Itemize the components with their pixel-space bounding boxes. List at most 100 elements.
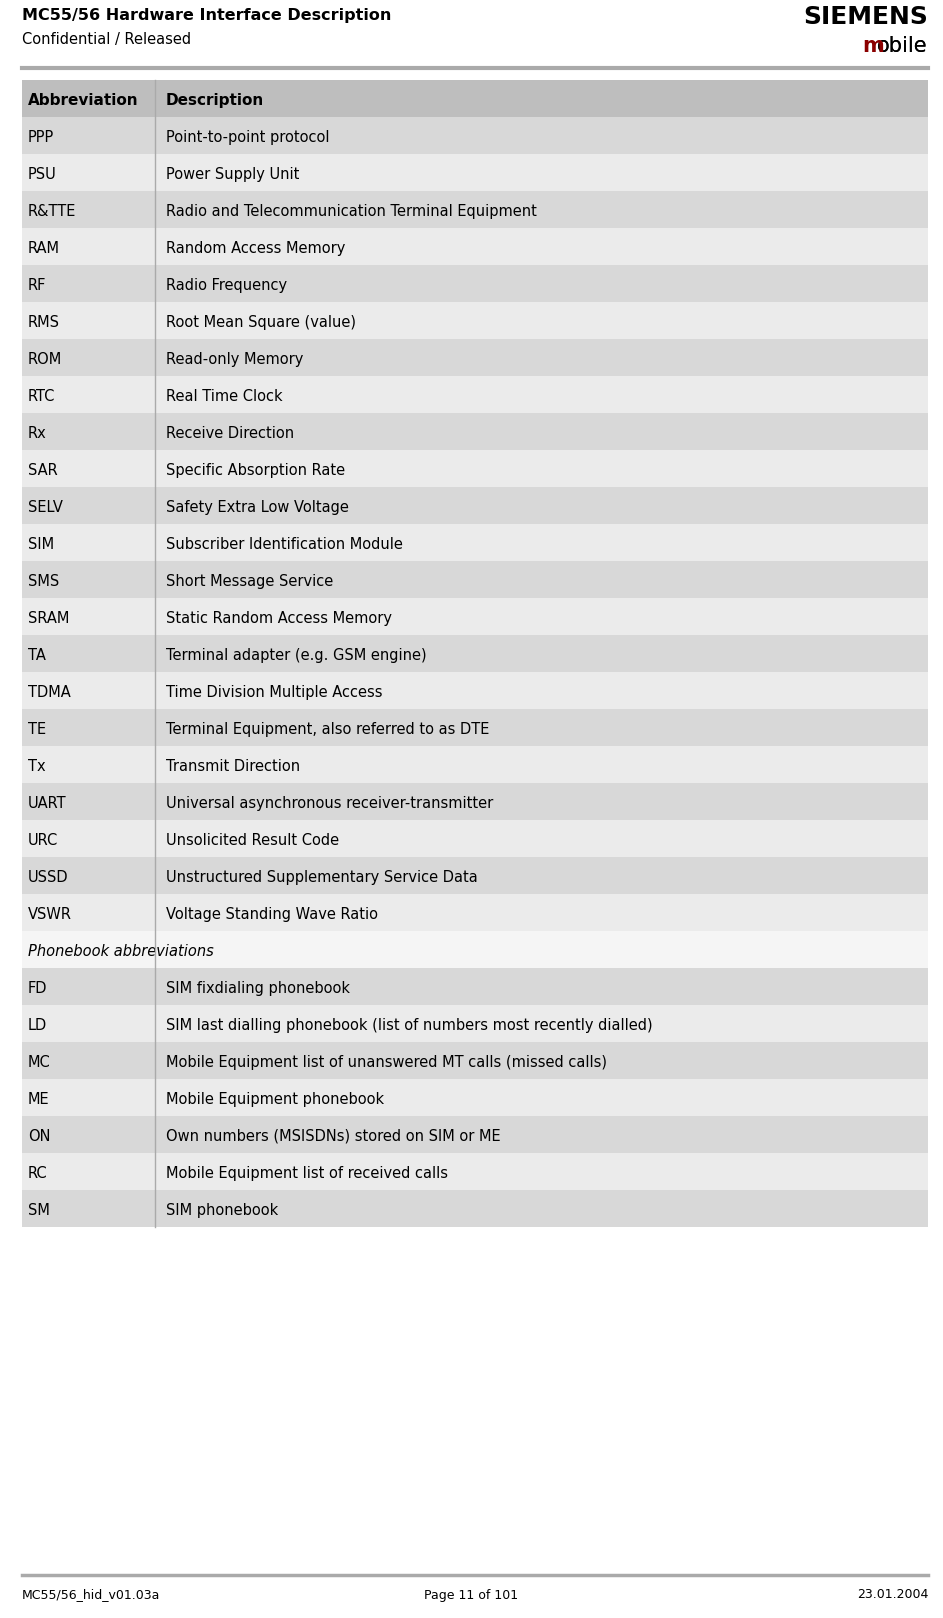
- Bar: [22, 450, 928, 487]
- Bar: [22, 634, 928, 671]
- Text: Tx: Tx: [28, 759, 45, 773]
- Text: Mobile Equipment list of received calls: Mobile Equipment list of received calls: [166, 1167, 448, 1181]
- Text: SMS: SMS: [28, 574, 59, 589]
- Bar: [22, 487, 928, 524]
- Text: obile: obile: [877, 36, 928, 57]
- Text: Unstructured Supplementary Service Data: Unstructured Supplementary Service Data: [166, 870, 478, 885]
- Text: ME: ME: [28, 1092, 50, 1107]
- Text: Safety Extra Low Voltage: Safety Extra Low Voltage: [166, 500, 349, 515]
- Text: Random Access Memory: Random Access Memory: [166, 241, 345, 256]
- Bar: [22, 1189, 928, 1226]
- Text: Universal asynchronous receiver-transmitter: Universal asynchronous receiver-transmit…: [166, 796, 493, 811]
- Text: TA: TA: [28, 647, 46, 663]
- Text: RMS: RMS: [28, 316, 60, 330]
- Text: SELV: SELV: [28, 500, 63, 515]
- Text: Unsolicited Result Code: Unsolicited Result Code: [166, 833, 339, 848]
- Text: SIM fixdialing phonebook: SIM fixdialing phonebook: [166, 981, 350, 995]
- Text: SIM: SIM: [28, 537, 54, 552]
- Text: TE: TE: [28, 722, 46, 736]
- Text: Abbreviation: Abbreviation: [28, 92, 139, 108]
- Bar: [22, 375, 928, 413]
- Text: SM: SM: [28, 1202, 50, 1218]
- Bar: [22, 968, 928, 1005]
- Bar: [22, 524, 928, 561]
- Text: Radio and Telecommunication Terminal Equipment: Radio and Telecommunication Terminal Equ…: [166, 204, 537, 218]
- Bar: [22, 783, 928, 820]
- Text: Mobile Equipment phonebook: Mobile Equipment phonebook: [166, 1092, 384, 1107]
- Text: Phonebook abbreviations: Phonebook abbreviations: [28, 943, 214, 959]
- Text: RTC: RTC: [28, 388, 56, 404]
- Bar: [22, 561, 928, 599]
- Text: Confidential / Released: Confidential / Released: [22, 32, 191, 47]
- Bar: [22, 154, 928, 191]
- Bar: [22, 671, 928, 709]
- Text: Root Mean Square (value): Root Mean Square (value): [166, 316, 356, 330]
- Text: Subscriber Identification Module: Subscriber Identification Module: [166, 537, 403, 552]
- Text: Receive Direction: Receive Direction: [166, 426, 294, 440]
- Bar: [22, 79, 928, 116]
- Text: Own numbers (MSISDNs) stored on SIM or ME: Own numbers (MSISDNs) stored on SIM or M…: [166, 1129, 501, 1144]
- Text: SRAM: SRAM: [28, 612, 70, 626]
- Bar: [22, 820, 928, 858]
- Text: VSWR: VSWR: [28, 906, 72, 922]
- Bar: [22, 930, 928, 968]
- Text: Point-to-point protocol: Point-to-point protocol: [166, 129, 329, 146]
- Text: RC: RC: [28, 1167, 48, 1181]
- Bar: [22, 1116, 928, 1154]
- Text: SIM phonebook: SIM phonebook: [166, 1202, 278, 1218]
- Text: RAM: RAM: [28, 241, 60, 256]
- Bar: [22, 1154, 928, 1189]
- Text: LD: LD: [28, 1018, 47, 1032]
- Bar: [22, 340, 928, 375]
- Bar: [22, 303, 928, 340]
- Bar: [22, 228, 928, 265]
- Text: Static Random Access Memory: Static Random Access Memory: [166, 612, 392, 626]
- Text: Mobile Equipment list of unanswered MT calls (missed calls): Mobile Equipment list of unanswered MT c…: [166, 1055, 607, 1069]
- Text: Power Supply Unit: Power Supply Unit: [166, 167, 299, 181]
- Bar: [22, 858, 928, 895]
- Text: MC: MC: [28, 1055, 51, 1069]
- Bar: [22, 599, 928, 634]
- Bar: [22, 1042, 928, 1079]
- Text: Specific Absorption Rate: Specific Absorption Rate: [166, 463, 345, 477]
- Text: SIM last dialling phonebook (list of numbers most recently dialled): SIM last dialling phonebook (list of num…: [166, 1018, 653, 1032]
- Text: ROM: ROM: [28, 351, 62, 367]
- Text: RF: RF: [28, 278, 46, 293]
- Text: PSU: PSU: [28, 167, 57, 181]
- Bar: [22, 709, 928, 746]
- Bar: [22, 746, 928, 783]
- Bar: [22, 895, 928, 930]
- Text: MC55/56 Hardware Interface Description: MC55/56 Hardware Interface Description: [22, 8, 391, 23]
- Text: TDMA: TDMA: [28, 684, 71, 701]
- Text: m: m: [862, 36, 884, 57]
- Text: URC: URC: [28, 833, 58, 848]
- Text: MC55/56_hid_v01.03a: MC55/56_hid_v01.03a: [22, 1589, 160, 1602]
- Text: Terminal adapter (e.g. GSM engine): Terminal adapter (e.g. GSM engine): [166, 647, 426, 663]
- Bar: [22, 265, 928, 303]
- Text: obile: obile: [877, 36, 928, 57]
- Bar: [22, 191, 928, 228]
- Text: FD: FD: [28, 981, 47, 995]
- Text: SIEMENS: SIEMENS: [803, 5, 928, 29]
- Text: Rx: Rx: [28, 426, 47, 440]
- Text: USSD: USSD: [28, 870, 69, 885]
- Bar: [22, 116, 928, 154]
- Text: Radio Frequency: Radio Frequency: [166, 278, 287, 293]
- Text: Time Division Multiple Access: Time Division Multiple Access: [166, 684, 383, 701]
- Text: Page 11 of 101: Page 11 of 101: [424, 1589, 519, 1602]
- Text: SAR: SAR: [28, 463, 58, 477]
- Text: ON: ON: [28, 1129, 51, 1144]
- Text: Read-only Memory: Read-only Memory: [166, 351, 304, 367]
- Text: Short Message Service: Short Message Service: [166, 574, 333, 589]
- Text: UART: UART: [28, 796, 67, 811]
- Text: PPP: PPP: [28, 129, 55, 146]
- Bar: [22, 413, 928, 450]
- Text: Voltage Standing Wave Ratio: Voltage Standing Wave Ratio: [166, 906, 378, 922]
- Text: Description: Description: [166, 92, 264, 108]
- Text: 23.01.2004: 23.01.2004: [856, 1589, 928, 1602]
- Text: Real Time Clock: Real Time Clock: [166, 388, 283, 404]
- Bar: [22, 1079, 928, 1116]
- Text: Transmit Direction: Transmit Direction: [166, 759, 300, 773]
- Text: Terminal Equipment, also referred to as DTE: Terminal Equipment, also referred to as …: [166, 722, 489, 736]
- Text: R&TTE: R&TTE: [28, 204, 76, 218]
